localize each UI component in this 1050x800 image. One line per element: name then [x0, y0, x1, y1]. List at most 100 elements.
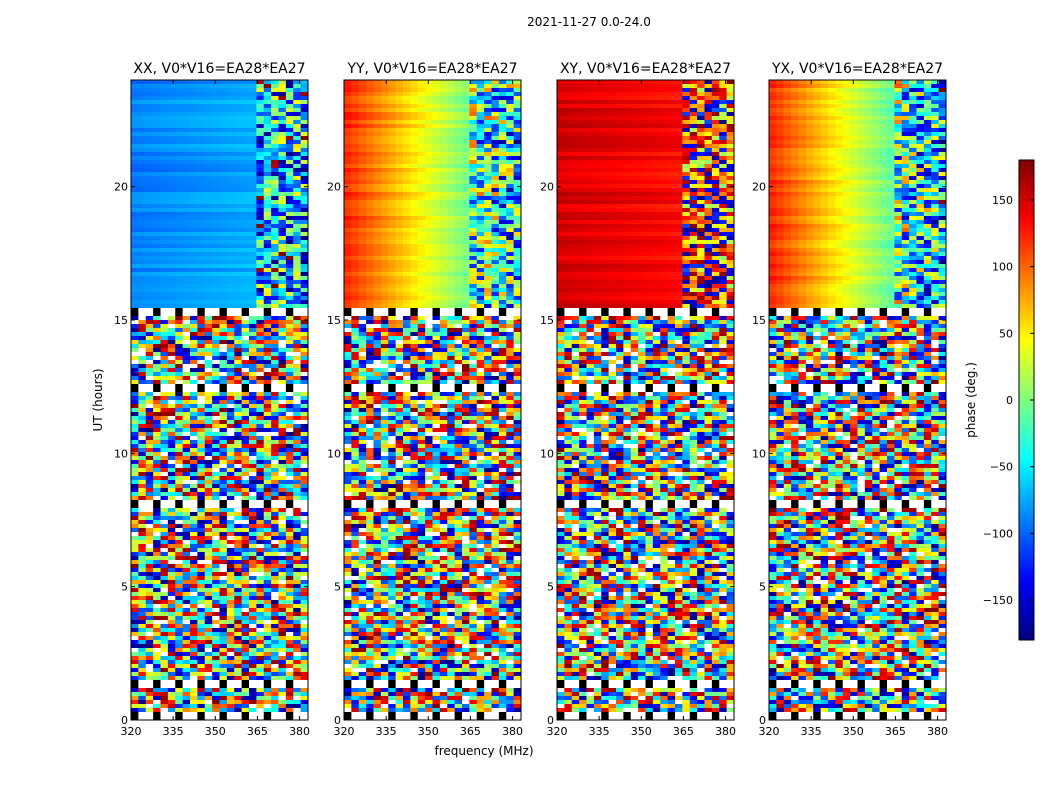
heatmap-cell: [153, 104, 161, 109]
heatmap-cell: [212, 188, 220, 193]
heatmap-cell: [197, 544, 206, 549]
heatmap-cell: [249, 424, 257, 429]
heatmap-cell: [190, 700, 198, 705]
heatmap-cell: [204, 276, 213, 281]
heatmap-cell: [439, 164, 448, 169]
heatmap-cell: [249, 264, 257, 269]
heatmap-cell: [263, 452, 272, 457]
heatmap-cell: [182, 692, 191, 697]
heatmap-cell: [190, 640, 198, 645]
heatmap-cell: [271, 480, 279, 485]
heatmap-cell: [204, 580, 213, 585]
heatmap-cell: [271, 276, 279, 281]
heatmap-cell: [439, 104, 448, 109]
heatmap-cell: [219, 324, 228, 329]
heatmap-cell: [153, 508, 161, 513]
heatmap-cell: [167, 220, 176, 225]
heatmap-cell: [285, 472, 294, 477]
heatmap-row: [131, 132, 309, 137]
heatmap-cell: [249, 316, 257, 321]
heatmap-cell: [160, 500, 169, 505]
heatmap-cell: [300, 348, 309, 353]
heatmap-cell: [425, 200, 433, 205]
heatmap-cell: [256, 436, 265, 441]
heatmap-cell: [131, 144, 139, 149]
heatmap-cell: [167, 648, 176, 653]
heatmap-row: [131, 284, 309, 289]
heatmap-cell: [197, 212, 206, 217]
heatmap-cell: [160, 292, 169, 297]
heatmap-cell: [432, 148, 441, 153]
heatmap-cell: [256, 480, 265, 485]
heatmap-cell: [285, 588, 294, 593]
heatmap-cell: [271, 356, 279, 361]
heatmap-cell: [131, 456, 139, 461]
heatmap-cell: [256, 432, 265, 437]
heatmap-cell: [153, 84, 161, 89]
heatmap-cell: [197, 248, 206, 253]
heatmap-cell: [462, 100, 470, 105]
heatmap-cell: [395, 220, 404, 225]
heatmap-cell: [182, 488, 191, 493]
heatmap-cell: [249, 200, 257, 205]
heatmap-cell: [491, 152, 500, 157]
heatmap-cell: [145, 376, 154, 381]
heatmap-cell: [204, 456, 213, 461]
heatmap-cell: [373, 224, 382, 229]
heatmap-cell: [175, 132, 184, 137]
heatmap-cell: [212, 504, 220, 509]
heatmap-cell: [351, 120, 360, 125]
heatmap-cell: [454, 136, 463, 141]
heatmap-cell: [175, 260, 184, 265]
heatmap-cell: [190, 376, 198, 381]
heatmap-cell: [366, 168, 374, 173]
heatmap-cell: [204, 300, 213, 305]
heatmap-cell: [145, 492, 154, 497]
heatmap-cell: [271, 600, 279, 605]
heatmap-cell: [263, 192, 272, 197]
heatmap-cell: [462, 216, 470, 221]
heatmap-cell: [190, 240, 198, 245]
heatmap-cell: [241, 360, 250, 365]
heatmap-cell: [256, 324, 265, 329]
heatmap-cell: [219, 220, 228, 225]
heatmap-cell: [175, 532, 184, 537]
heatmap-cell: [131, 696, 139, 701]
heatmap-cell: [425, 124, 433, 129]
heatmap-cell: [285, 540, 294, 545]
heatmap-cell: [425, 116, 433, 121]
heatmap-cell: [388, 100, 397, 105]
heatmap-cell: [160, 404, 169, 409]
heatmap-cell: [513, 220, 522, 225]
heatmap-cell: [175, 272, 184, 277]
heatmap-cell: [204, 268, 213, 273]
heatmap-cell: [212, 428, 220, 433]
heatmap-cell: [234, 228, 243, 233]
heatmap-cell: [175, 168, 184, 173]
heatmap-cell: [219, 412, 228, 417]
heatmap-cell: [293, 372, 302, 377]
heatmap-cell: [293, 152, 302, 157]
heatmap-cell: [241, 260, 250, 265]
heatmap-cell: [204, 108, 213, 113]
heatmap-cell: [278, 260, 287, 265]
heatmap-cell: [410, 172, 419, 177]
heatmap-cell: [153, 592, 161, 597]
heatmap-cell: [138, 216, 147, 221]
heatmap-cell: [204, 476, 213, 481]
heatmap-cell: [182, 284, 191, 289]
heatmap-cell: [153, 312, 161, 317]
heatmap-cell: [278, 448, 287, 453]
heatmap-cell: [145, 692, 154, 697]
heatmap-cell: [417, 100, 426, 105]
heatmap-cell: [197, 296, 206, 301]
heatmap-cell: [271, 312, 279, 317]
heatmap-cell: [182, 140, 191, 145]
heatmap-row: [131, 428, 309, 433]
heatmap-cell: [234, 456, 243, 461]
heatmap-row: [131, 476, 309, 481]
heatmap-cell: [476, 160, 485, 165]
heatmap-cell: [462, 156, 470, 161]
heatmap-cell: [226, 576, 235, 581]
heatmap-cell: [212, 372, 220, 377]
